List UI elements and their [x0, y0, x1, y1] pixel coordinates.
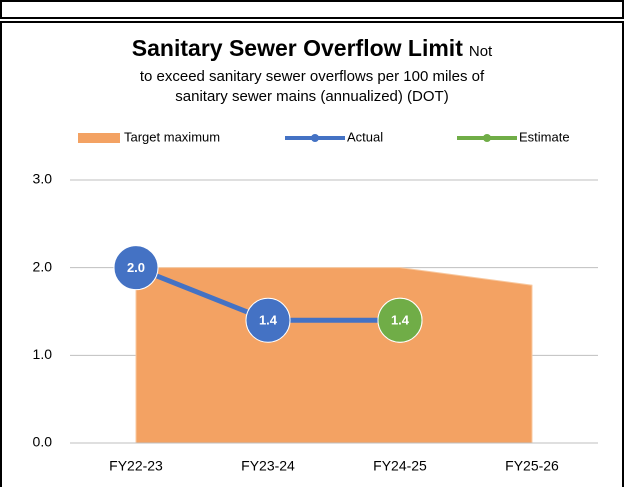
data-label: 1.4	[259, 313, 278, 328]
x-tick-label: FY23-24	[241, 458, 295, 474]
y-tick-label: 0.0	[33, 434, 53, 450]
chart-frame	[0, 21, 624, 487]
y-tick-label: 2.0	[33, 258, 53, 274]
legend-label: Actual	[347, 129, 383, 144]
legend-swatch	[311, 134, 319, 142]
x-tick-label: FY22-23	[109, 458, 163, 474]
subtitle: Not	[469, 43, 493, 60]
x-tick-label: FY24-25	[373, 458, 427, 474]
top-frame	[0, 0, 624, 19]
data-point	[113, 245, 159, 291]
x-tick-label: FY25-26	[505, 458, 559, 474]
legend-swatch	[483, 134, 491, 142]
chart-title: Sanitary Sewer Overflow Limit	[132, 35, 463, 61]
legend-label: Target maximum	[124, 129, 220, 144]
legend-label: Estimate	[519, 129, 570, 144]
y-tick-label: 1.0	[33, 346, 53, 362]
data-point	[377, 297, 423, 343]
y-tick-label: 3.0	[33, 171, 53, 187]
data-label: 1.4	[391, 313, 410, 328]
legend-swatch	[78, 133, 120, 143]
data-point	[245, 297, 291, 343]
subtitle: to exceed sanitary sewer overflows per 1…	[140, 68, 485, 85]
data-label: 2.0	[127, 260, 145, 275]
subtitle: sanitary sewer mains (annualized) (DOT)	[175, 88, 448, 105]
